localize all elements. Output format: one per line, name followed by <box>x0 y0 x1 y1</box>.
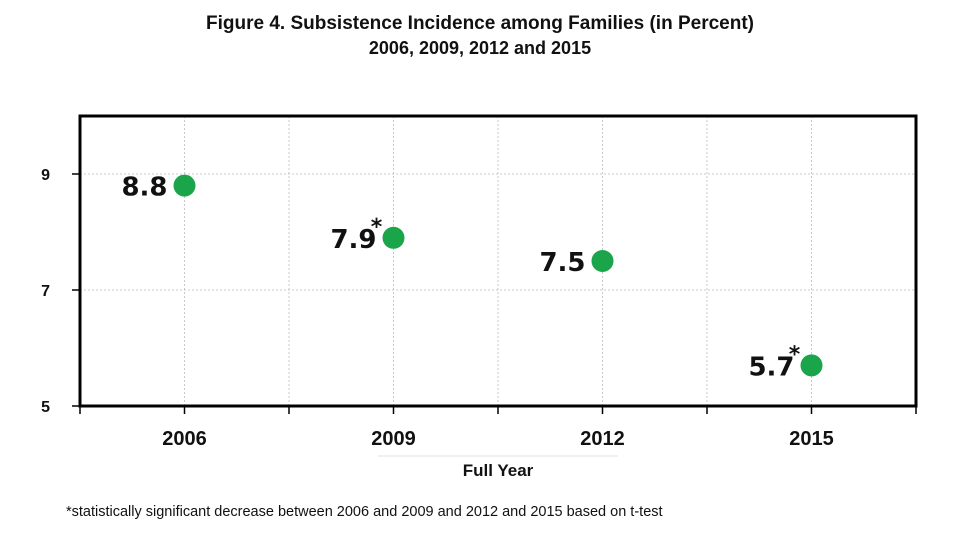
significance-marker: * <box>371 215 383 240</box>
data-label: 5.7 <box>748 352 794 382</box>
y-tick-label: 9 <box>41 167 50 184</box>
chart-subtitle: 2006, 2009, 2012 and 2015 <box>368 38 592 58</box>
chart-title: Figure 4. Subsistence Incidence among Fa… <box>206 13 754 34</box>
data-label: 7.5 <box>539 248 585 278</box>
chart-title-block: Figure 4. Subsistence Incidence among Fa… <box>0 12 960 60</box>
data-point <box>800 354 823 377</box>
data-label: 8.8 <box>121 173 167 203</box>
significance-marker: * <box>789 342 801 367</box>
x-tick-label: 2009 <box>371 428 416 450</box>
x-tick-label: 2006 <box>162 428 207 450</box>
x-tick-label: 2015 <box>789 428 834 450</box>
x-tick-label: 2012 <box>580 428 625 450</box>
data-point <box>382 226 405 249</box>
data-point <box>173 174 196 197</box>
footnote: *statistically significant decrease betw… <box>66 504 663 520</box>
data-point <box>591 250 614 272</box>
y-tick-label: 5 <box>41 399 50 416</box>
y-tick-label: 7 <box>41 283 50 300</box>
x-axis-label: Full Year <box>463 461 534 480</box>
data-label: 7.9 <box>330 225 376 255</box>
